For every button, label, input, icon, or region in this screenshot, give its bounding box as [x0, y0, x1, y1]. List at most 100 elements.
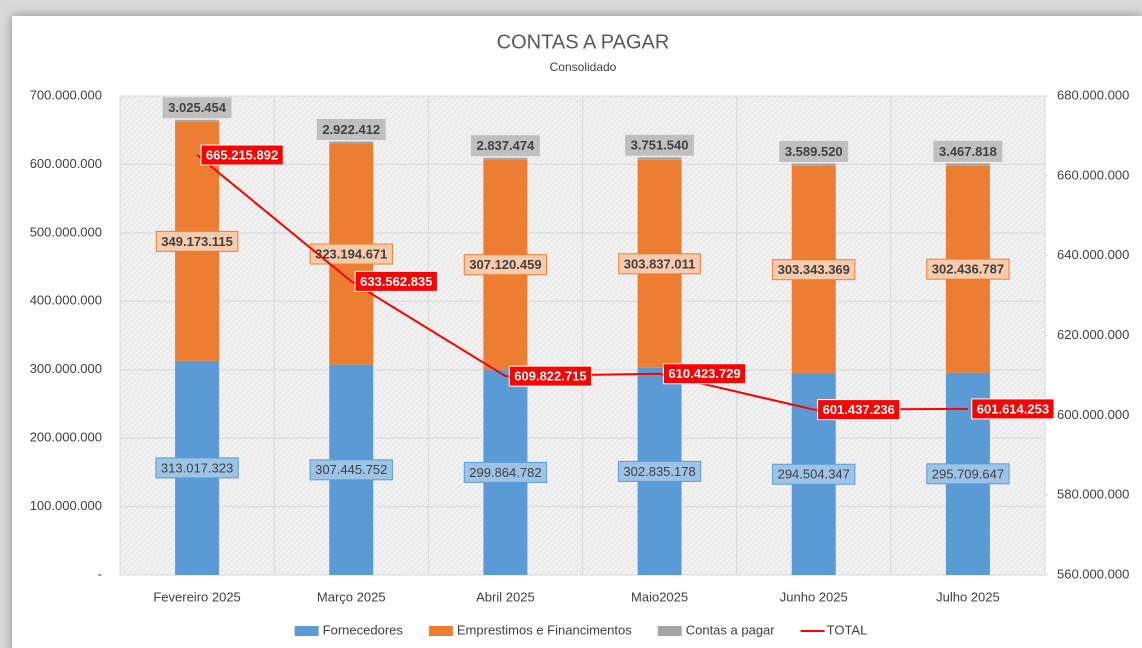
- legend-label: Fornecedores: [323, 622, 404, 637]
- y-tick-label: 300.000.000: [30, 361, 102, 376]
- data-label: 3.025.454: [162, 97, 232, 119]
- data-label-box: [779, 140, 849, 162]
- legend-label: Emprestimos e Financimentos: [457, 622, 632, 637]
- data-label-text: 299.864.782: [469, 465, 541, 480]
- data-label-text: 3.467.818: [939, 144, 997, 159]
- data-label-box: [617, 460, 702, 482]
- x-tick-label: Março 2025: [317, 589, 386, 604]
- chart-title: CONTAS A PAGAR: [497, 31, 670, 53]
- data-label: 323.194.671: [309, 243, 393, 265]
- data-label-box: [463, 461, 548, 483]
- legend: Fornecedores Emprestimos e Financimentos C…: [294, 622, 868, 637]
- legend-label: Contas a pagar: [686, 622, 776, 637]
- data-label-text: 3.025.454: [168, 100, 227, 115]
- x-tick-label: Fevereiro 2025: [153, 589, 240, 604]
- y-tick-label: 500.000.000: [30, 224, 102, 239]
- data-label-box: [162, 97, 232, 119]
- data-label: 307.445.752: [309, 459, 393, 481]
- data-label-box: [926, 258, 1010, 280]
- data-label: 295.709.647: [926, 463, 1010, 485]
- data-label-text: 302.835.178: [623, 464, 695, 479]
- bar-segment: [483, 157, 528, 160]
- data-label-box: [971, 398, 1055, 420]
- data-label-box: [817, 399, 901, 421]
- data-label: 302.835.178: [617, 460, 702, 482]
- data-label: 349.173.115: [155, 230, 239, 252]
- data-label: 307.120.459: [463, 254, 548, 276]
- data-label-text: 302.436.787: [932, 262, 1004, 277]
- bar-segment: [637, 157, 682, 160]
- data-label-text: 303.343.369: [778, 262, 850, 277]
- bar-segment: [175, 119, 220, 122]
- data-label-box: [354, 270, 438, 292]
- x-tick-label: Abril 2025: [476, 589, 535, 604]
- data-label-box: [309, 243, 393, 265]
- legend-swatch: [657, 626, 682, 636]
- data-label-text: 633.562.835: [360, 274, 432, 289]
- data-label-box: [662, 363, 747, 385]
- data-label-text: 323.194.671: [315, 246, 387, 261]
- data-label: 3.751.540: [625, 134, 695, 156]
- bar-segment: [945, 163, 990, 166]
- data-label-text: 295.709.647: [932, 466, 1004, 481]
- data-label-box: [316, 118, 386, 140]
- data-label-box: [309, 459, 393, 481]
- data-label-box: [470, 135, 540, 157]
- legend-swatch: [428, 626, 453, 636]
- y2-tick-label: 680.000.000: [1057, 87, 1129, 102]
- data-label: 609.822.715: [508, 365, 593, 387]
- y2-tick-label: 660.000.000: [1057, 167, 1129, 182]
- chart-subtitle: Consolidado: [550, 60, 617, 74]
- data-label-text: 307.120.459: [469, 257, 541, 272]
- data-label-text: 294.504.347: [778, 467, 850, 482]
- data-label-box: [463, 254, 548, 276]
- y-tick-label: 200.000.000: [30, 430, 102, 445]
- x-tick-label: Julho 2025: [936, 589, 1000, 604]
- data-label: 303.837.011: [618, 253, 701, 275]
- y-tick-label: -: [98, 566, 102, 581]
- x-tick-label: Maio2025: [631, 589, 688, 604]
- data-label-text: 601.614.253: [977, 401, 1049, 416]
- data-label-box: [772, 463, 856, 485]
- bar-segment: [791, 163, 836, 166]
- y-tick-label: 100.000.000: [30, 498, 102, 513]
- data-label-text: 665.215.892: [206, 147, 278, 162]
- data-label: 665.215.892: [200, 144, 284, 166]
- data-label-box: [508, 365, 593, 387]
- y2-tick-label: 560.000.000: [1057, 566, 1129, 581]
- data-label-text: 610.423.729: [668, 366, 740, 381]
- x-tick-label: Junho 2025: [780, 589, 848, 604]
- data-label: 313.017.323: [155, 457, 239, 479]
- data-label-text: 2.922.412: [322, 122, 380, 137]
- data-label: 303.343.369: [772, 259, 856, 281]
- y-tick-label: 600.000.000: [30, 156, 102, 171]
- data-label: 302.436.787: [926, 258, 1010, 280]
- data-label-text: 601.437.236: [823, 402, 895, 417]
- y-tick-label: 700.000.000: [30, 87, 102, 102]
- data-label: 633.562.835: [354, 270, 438, 292]
- data-label-text: 349.173.115: [161, 234, 233, 249]
- legend-label: TOTAL: [827, 622, 868, 637]
- y2-tick-label: 600.000.000: [1057, 407, 1129, 422]
- data-label-text: 3.589.520: [785, 144, 843, 159]
- data-label-box: [926, 463, 1010, 485]
- data-label-box: [155, 230, 239, 252]
- data-label-text: 313.017.323: [161, 460, 233, 475]
- data-label-text: 2.837.474: [476, 138, 535, 153]
- data-label: 2.837.474: [470, 135, 540, 157]
- data-label-box: [155, 457, 239, 479]
- y-tick-label: 400.000.000: [30, 293, 102, 308]
- data-label: 299.864.782: [463, 461, 548, 483]
- data-label: 601.614.253: [971, 398, 1055, 420]
- data-label-text: 3.751.540: [631, 138, 689, 153]
- data-label-box: [772, 259, 856, 281]
- legend-swatch: [294, 626, 319, 636]
- data-label: 3.467.818: [933, 140, 1003, 162]
- data-label-box: [933, 140, 1003, 162]
- data-label: 610.423.729: [662, 363, 747, 385]
- data-label-text: 307.445.752: [315, 462, 387, 477]
- y2-tick-label: 620.000.000: [1057, 327, 1129, 342]
- data-label-text: 303.837.011: [624, 256, 696, 271]
- data-label: 3.589.520: [779, 140, 849, 162]
